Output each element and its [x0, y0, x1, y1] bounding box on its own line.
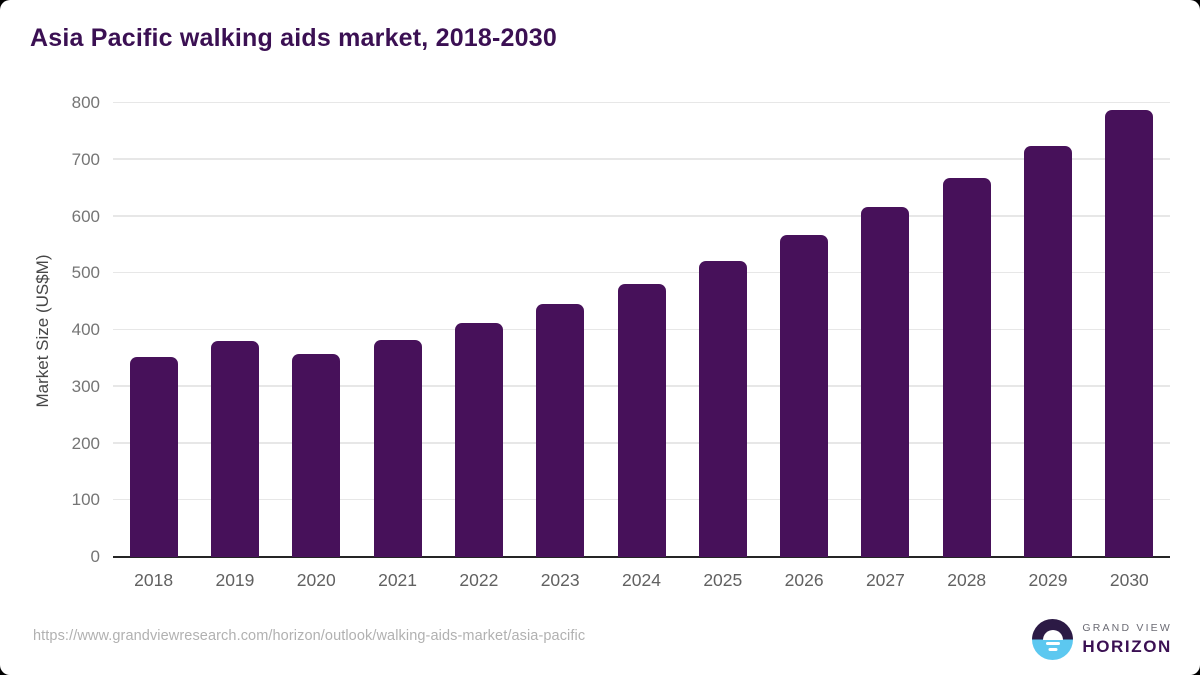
x-tick-label: 2028	[947, 570, 987, 590]
brand-logo: GRAND VIEW HORIZON	[1032, 619, 1172, 660]
plot-area: 2018 2019 2020 2021 2022 2023 2024 2025 2026 2027…	[113, 101, 1170, 590]
gridline	[113, 215, 1170, 217]
gridline	[113, 271, 1170, 274]
bar	[1105, 110, 1154, 557]
bar	[454, 322, 503, 557]
horizon-logo-icon	[1032, 619, 1074, 660]
sun-icon	[1042, 629, 1063, 640]
bar	[698, 260, 747, 557]
x-tick-label: 2027	[865, 570, 905, 590]
bar	[861, 206, 910, 557]
y-tick-label: 700	[71, 149, 100, 169]
bar	[373, 339, 422, 557]
x-tick-label: 2030	[1109, 570, 1149, 590]
y-axis-labels: 0 100 200 300 400 500 600 700 800	[50, 94, 100, 566]
x-tick-label: 2023	[540, 570, 580, 590]
source-url: https://www.grandviewresearch.com/horizo…	[33, 628, 586, 644]
logo-text-top: GRAND VIEW	[1082, 622, 1172, 634]
x-tick-label: 2020	[296, 570, 336, 590]
bar	[129, 357, 178, 557]
y-tick-label: 600	[71, 206, 100, 226]
ripple-icon	[1048, 648, 1058, 651]
x-tick-label: 2026	[784, 570, 824, 590]
x-tick-label: 2019	[215, 570, 255, 590]
y-tick-label: 0	[90, 547, 100, 566]
logo-text: GRAND VIEW HORIZON	[1082, 622, 1172, 657]
bar	[1024, 146, 1073, 557]
bar	[536, 304, 585, 557]
y-tick-label: 300	[71, 376, 100, 396]
x-tick-label: 2021	[378, 570, 418, 590]
y-tick-label: 800	[71, 93, 100, 112]
bar	[617, 284, 666, 557]
bar	[210, 340, 259, 557]
bar	[292, 353, 341, 557]
bar	[942, 177, 991, 557]
x-tick-label: 2029	[1028, 570, 1068, 590]
gridline	[113, 101, 1170, 103]
bar	[780, 235, 829, 557]
x-axis-line	[113, 556, 1170, 558]
x-tick-label: 2025	[703, 570, 743, 590]
y-tick-label: 400	[71, 320, 100, 339]
y-tick-label: 200	[71, 433, 100, 453]
y-tick-label: 100	[71, 490, 100, 510]
x-tick-label: 2024	[622, 570, 661, 590]
logo-text-bottom: HORIZON	[1082, 637, 1172, 656]
y-tick-label: 500	[71, 263, 100, 283]
chart-title: Asia Pacific walking aids market, 2018-2…	[30, 24, 557, 52]
x-tick-label: 2018	[134, 570, 174, 590]
ripple-icon	[1045, 642, 1060, 645]
x-tick-label: 2022	[459, 570, 499, 590]
gridline	[113, 158, 1170, 160]
